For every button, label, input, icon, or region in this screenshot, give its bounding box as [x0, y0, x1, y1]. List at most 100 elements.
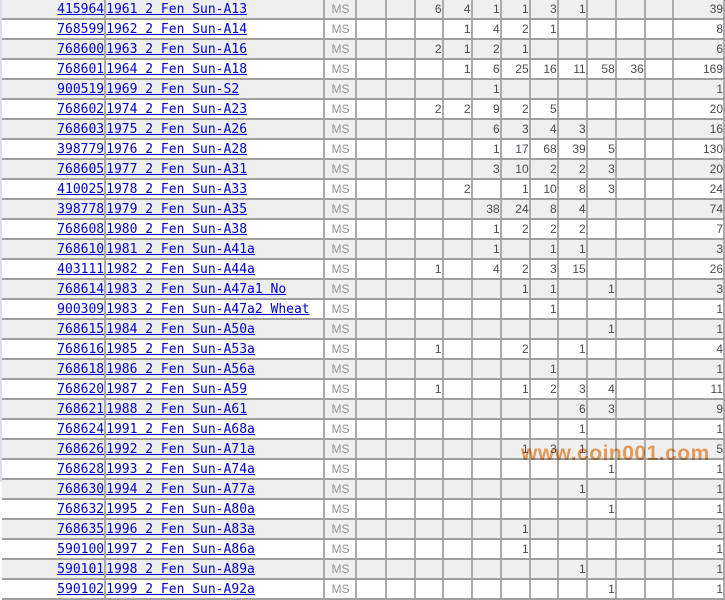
coin-id-link[interactable]: 768616: [57, 342, 105, 357]
grade-count-cell: [414, 159, 444, 180]
grade-count-cell: 1: [586, 579, 617, 600]
coin-id-link[interactable]: 398779: [57, 142, 105, 157]
coin-id-link[interactable]: 768605: [57, 162, 105, 177]
coin-id-link[interactable]: 768621: [57, 402, 105, 417]
coin-description-link[interactable]: 1982 2 Fen Sun-A44a: [106, 262, 255, 277]
coin-id-link[interactable]: 768626: [57, 442, 105, 457]
coin-description-link[interactable]: 1986 2 Fen Sun-A56a: [106, 362, 255, 377]
coin-id-link[interactable]: 403111: [57, 262, 105, 277]
grade-count-cell: [644, 19, 674, 40]
table-row: 768621 1988 2 Fen Sun-A61 MS 6 3 9: [2, 399, 725, 420]
grade-count-cell: [356, 99, 387, 120]
coin-description-link[interactable]: 1992 2 Fen Sun-A71a: [106, 442, 255, 457]
grade-count-cell: [500, 579, 531, 600]
coin-id-link[interactable]: 768624: [57, 422, 105, 437]
grade-count-cell: 10: [529, 179, 559, 200]
grade-count-cell: 3: [529, 439, 559, 460]
coin-description-link[interactable]: 1987 2 Fen Sun-A59: [106, 382, 248, 397]
grade-designation-cell: MS: [324, 379, 358, 400]
coin-id-link[interactable]: 768601: [57, 62, 105, 77]
grade-count-cell: [644, 259, 674, 280]
coin-id-link[interactable]: 768614: [57, 282, 105, 297]
grade-count-cell: 1: [500, 0, 531, 20]
coin-id-link[interactable]: 768603: [57, 122, 105, 137]
grade-count-cell: [586, 559, 617, 580]
coin-id-link[interactable]: 768632: [57, 502, 105, 517]
coin-description-cell: 1974 2 Fen Sun-A23: [105, 99, 326, 120]
coin-id-link[interactable]: 768620: [57, 382, 105, 397]
grade-count-cell: 15: [557, 259, 588, 280]
coin-description-link[interactable]: 1978 2 Fen Sun-A33: [106, 182, 248, 197]
grade-count-cell: 2: [500, 339, 531, 360]
coin-description-link[interactable]: 1977 2 Fen Sun-A31: [106, 162, 248, 177]
coin-id-link[interactable]: 768600: [57, 42, 105, 57]
coin-description-link[interactable]: 1963 2 Fen Sun-A16: [106, 42, 248, 57]
coin-description-link[interactable]: 1964 2 Fen Sun-A18: [106, 62, 248, 77]
coin-id-link[interactable]: 768635: [57, 522, 105, 537]
grade-count-cell: 3: [586, 399, 617, 420]
coin-id-link[interactable]: 590100: [57, 542, 105, 557]
grade-count-cell: [442, 339, 473, 360]
coin-description-link[interactable]: 1983 2 Fen Sun-A47a1 No: [106, 282, 287, 297]
coin-id-link[interactable]: 768628: [57, 462, 105, 477]
coin-description-cell: 1993 2 Fen Sun-A74a: [105, 459, 326, 480]
coin-id-cell: 415964: [2, 0, 107, 20]
coin-description-link[interactable]: 1996 2 Fen Sun-A83a: [106, 522, 255, 537]
coin-id-link[interactable]: 415964: [57, 2, 105, 17]
grade-count-cell: [385, 19, 416, 40]
coin-id-link[interactable]: 410025: [57, 182, 105, 197]
grade-count-cell: [356, 0, 387, 20]
coin-id-link[interactable]: 768608: [57, 222, 105, 237]
coin-id-cell: 768603: [2, 119, 107, 140]
coin-description-cell: 1998 2 Fen Sun-A89a: [105, 559, 326, 580]
coin-description-link[interactable]: 1962 2 Fen Sun-A14: [106, 22, 248, 37]
grade-count-cell: 1: [471, 139, 502, 160]
coin-id-link[interactable]: 590101: [57, 562, 105, 577]
grade-count-cell: 2: [500, 219, 531, 240]
coin-description-link[interactable]: 1981 2 Fen Sun-A41a: [106, 242, 255, 257]
grade-count-cell: [557, 99, 588, 120]
coin-description-link[interactable]: 1995 2 Fen Sun-A80a: [106, 502, 255, 517]
coin-description-link[interactable]: 1988 2 Fen Sun-A61: [106, 402, 248, 417]
table-row: 768628 1993 2 Fen Sun-A74a MS 1 1: [2, 459, 725, 480]
coin-id-link[interactable]: 768630: [57, 482, 105, 497]
row-total-cell: 11: [672, 379, 725, 400]
coin-id-cell: 768614: [2, 279, 107, 300]
grade-count-cell: 1: [442, 39, 473, 60]
grade-count-cell: [385, 59, 416, 80]
row-total-cell: 1: [672, 539, 725, 560]
coin-id-link[interactable]: 900309: [57, 302, 105, 317]
coin-description-link[interactable]: 1983 2 Fen Sun-A47a2 Wheat: [106, 302, 310, 317]
coin-id-link[interactable]: 398778: [57, 202, 105, 217]
grade-count-cell: [529, 579, 559, 600]
grade-count-cell: 10: [500, 159, 531, 180]
grade-designation-cell: MS: [324, 219, 358, 240]
coin-id-link[interactable]: 768602: [57, 102, 105, 117]
coin-id-link[interactable]: 768610: [57, 242, 105, 257]
coin-description-link[interactable]: 1984 2 Fen Sun-A50a: [106, 322, 255, 337]
coin-id-link[interactable]: 590102: [57, 582, 105, 597]
coin-description-link[interactable]: 1975 2 Fen Sun-A26: [106, 122, 248, 137]
coin-description-link[interactable]: 1961 2 Fen Sun-A13: [106, 2, 248, 17]
coin-description-link[interactable]: 1985 2 Fen Sun-A53a: [106, 342, 255, 357]
grade-count-cell: 2: [414, 39, 444, 60]
grade-count-cell: [356, 399, 387, 420]
coin-description-link[interactable]: 1976 2 Fen Sun-A28: [106, 142, 248, 157]
coin-id-link[interactable]: 768599: [57, 22, 105, 37]
coin-description-link[interactable]: 1969 2 Fen Sun-S2: [106, 82, 240, 97]
coin-description-link[interactable]: 1997 2 Fen Sun-A86a: [106, 542, 255, 557]
coin-id-link[interactable]: 900519: [57, 82, 105, 97]
coin-description-link[interactable]: 1999 2 Fen Sun-A92a: [106, 582, 255, 597]
coin-description-link[interactable]: 1980 2 Fen Sun-A38: [106, 222, 248, 237]
grade-count-cell: 1: [414, 259, 444, 280]
coin-id-link[interactable]: 768618: [57, 362, 105, 377]
coin-description-link[interactable]: 1993 2 Fen Sun-A74a: [106, 462, 255, 477]
grade-count-cell: [615, 499, 646, 520]
grade-count-cell: [615, 159, 646, 180]
coin-description-link[interactable]: 1994 2 Fen Sun-A77a: [106, 482, 255, 497]
coin-description-link[interactable]: 1998 2 Fen Sun-A89a: [106, 562, 255, 577]
coin-description-link[interactable]: 1974 2 Fen Sun-A23: [106, 102, 248, 117]
coin-description-link[interactable]: 1991 2 Fen Sun-A68a: [106, 422, 255, 437]
coin-id-link[interactable]: 768615: [57, 322, 105, 337]
coin-description-link[interactable]: 1979 2 Fen Sun-A35: [106, 202, 248, 217]
